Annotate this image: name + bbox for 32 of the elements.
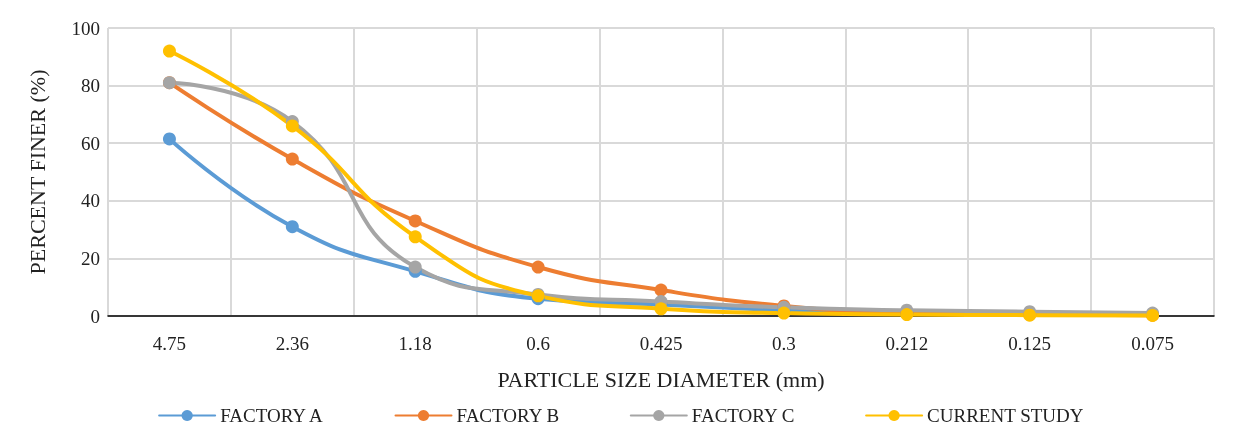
x-tick-label: 1.18 bbox=[398, 333, 432, 354]
point bbox=[162, 44, 176, 58]
x-tick-label: 0.425 bbox=[639, 333, 683, 354]
legend-label: FACTORY B bbox=[456, 405, 560, 426]
x-tick-label: 0.125 bbox=[1008, 333, 1052, 354]
point bbox=[408, 214, 422, 228]
y-tick-label: 20 bbox=[81, 247, 100, 269]
x-tick-label: 0.6 bbox=[526, 333, 550, 354]
x-tick-label: 0.3 bbox=[772, 333, 796, 354]
point bbox=[285, 119, 299, 133]
point bbox=[162, 132, 176, 146]
y-tick-label: 60 bbox=[81, 132, 100, 154]
point bbox=[285, 152, 299, 166]
y-tick-label: 80 bbox=[81, 75, 100, 97]
point bbox=[285, 220, 299, 234]
y-axis-title: PERCENT FINER (%) bbox=[24, 69, 50, 275]
y-tick-label: 100 bbox=[71, 17, 100, 39]
x-tick-label: 4.75 bbox=[152, 333, 187, 354]
x-axis-title: PARTICLE SIZE DIAMETER (mm) bbox=[497, 366, 825, 392]
point bbox=[654, 302, 668, 316]
x-tick-label: 0.212 bbox=[885, 333, 929, 354]
point bbox=[654, 283, 668, 297]
point bbox=[531, 260, 545, 274]
legend-label: CURRENT STUDY bbox=[927, 405, 1084, 426]
legend-label: FACTORY A bbox=[220, 405, 324, 426]
point bbox=[408, 230, 422, 244]
legend-label: FACTORY C bbox=[691, 405, 795, 426]
y-tick-label: 0 bbox=[90, 305, 100, 327]
x-tick-label: 0.075 bbox=[1131, 333, 1174, 354]
point bbox=[408, 260, 422, 274]
y-tick-label: 40 bbox=[81, 190, 100, 212]
x-tick-label: 2.36 bbox=[275, 333, 309, 354]
